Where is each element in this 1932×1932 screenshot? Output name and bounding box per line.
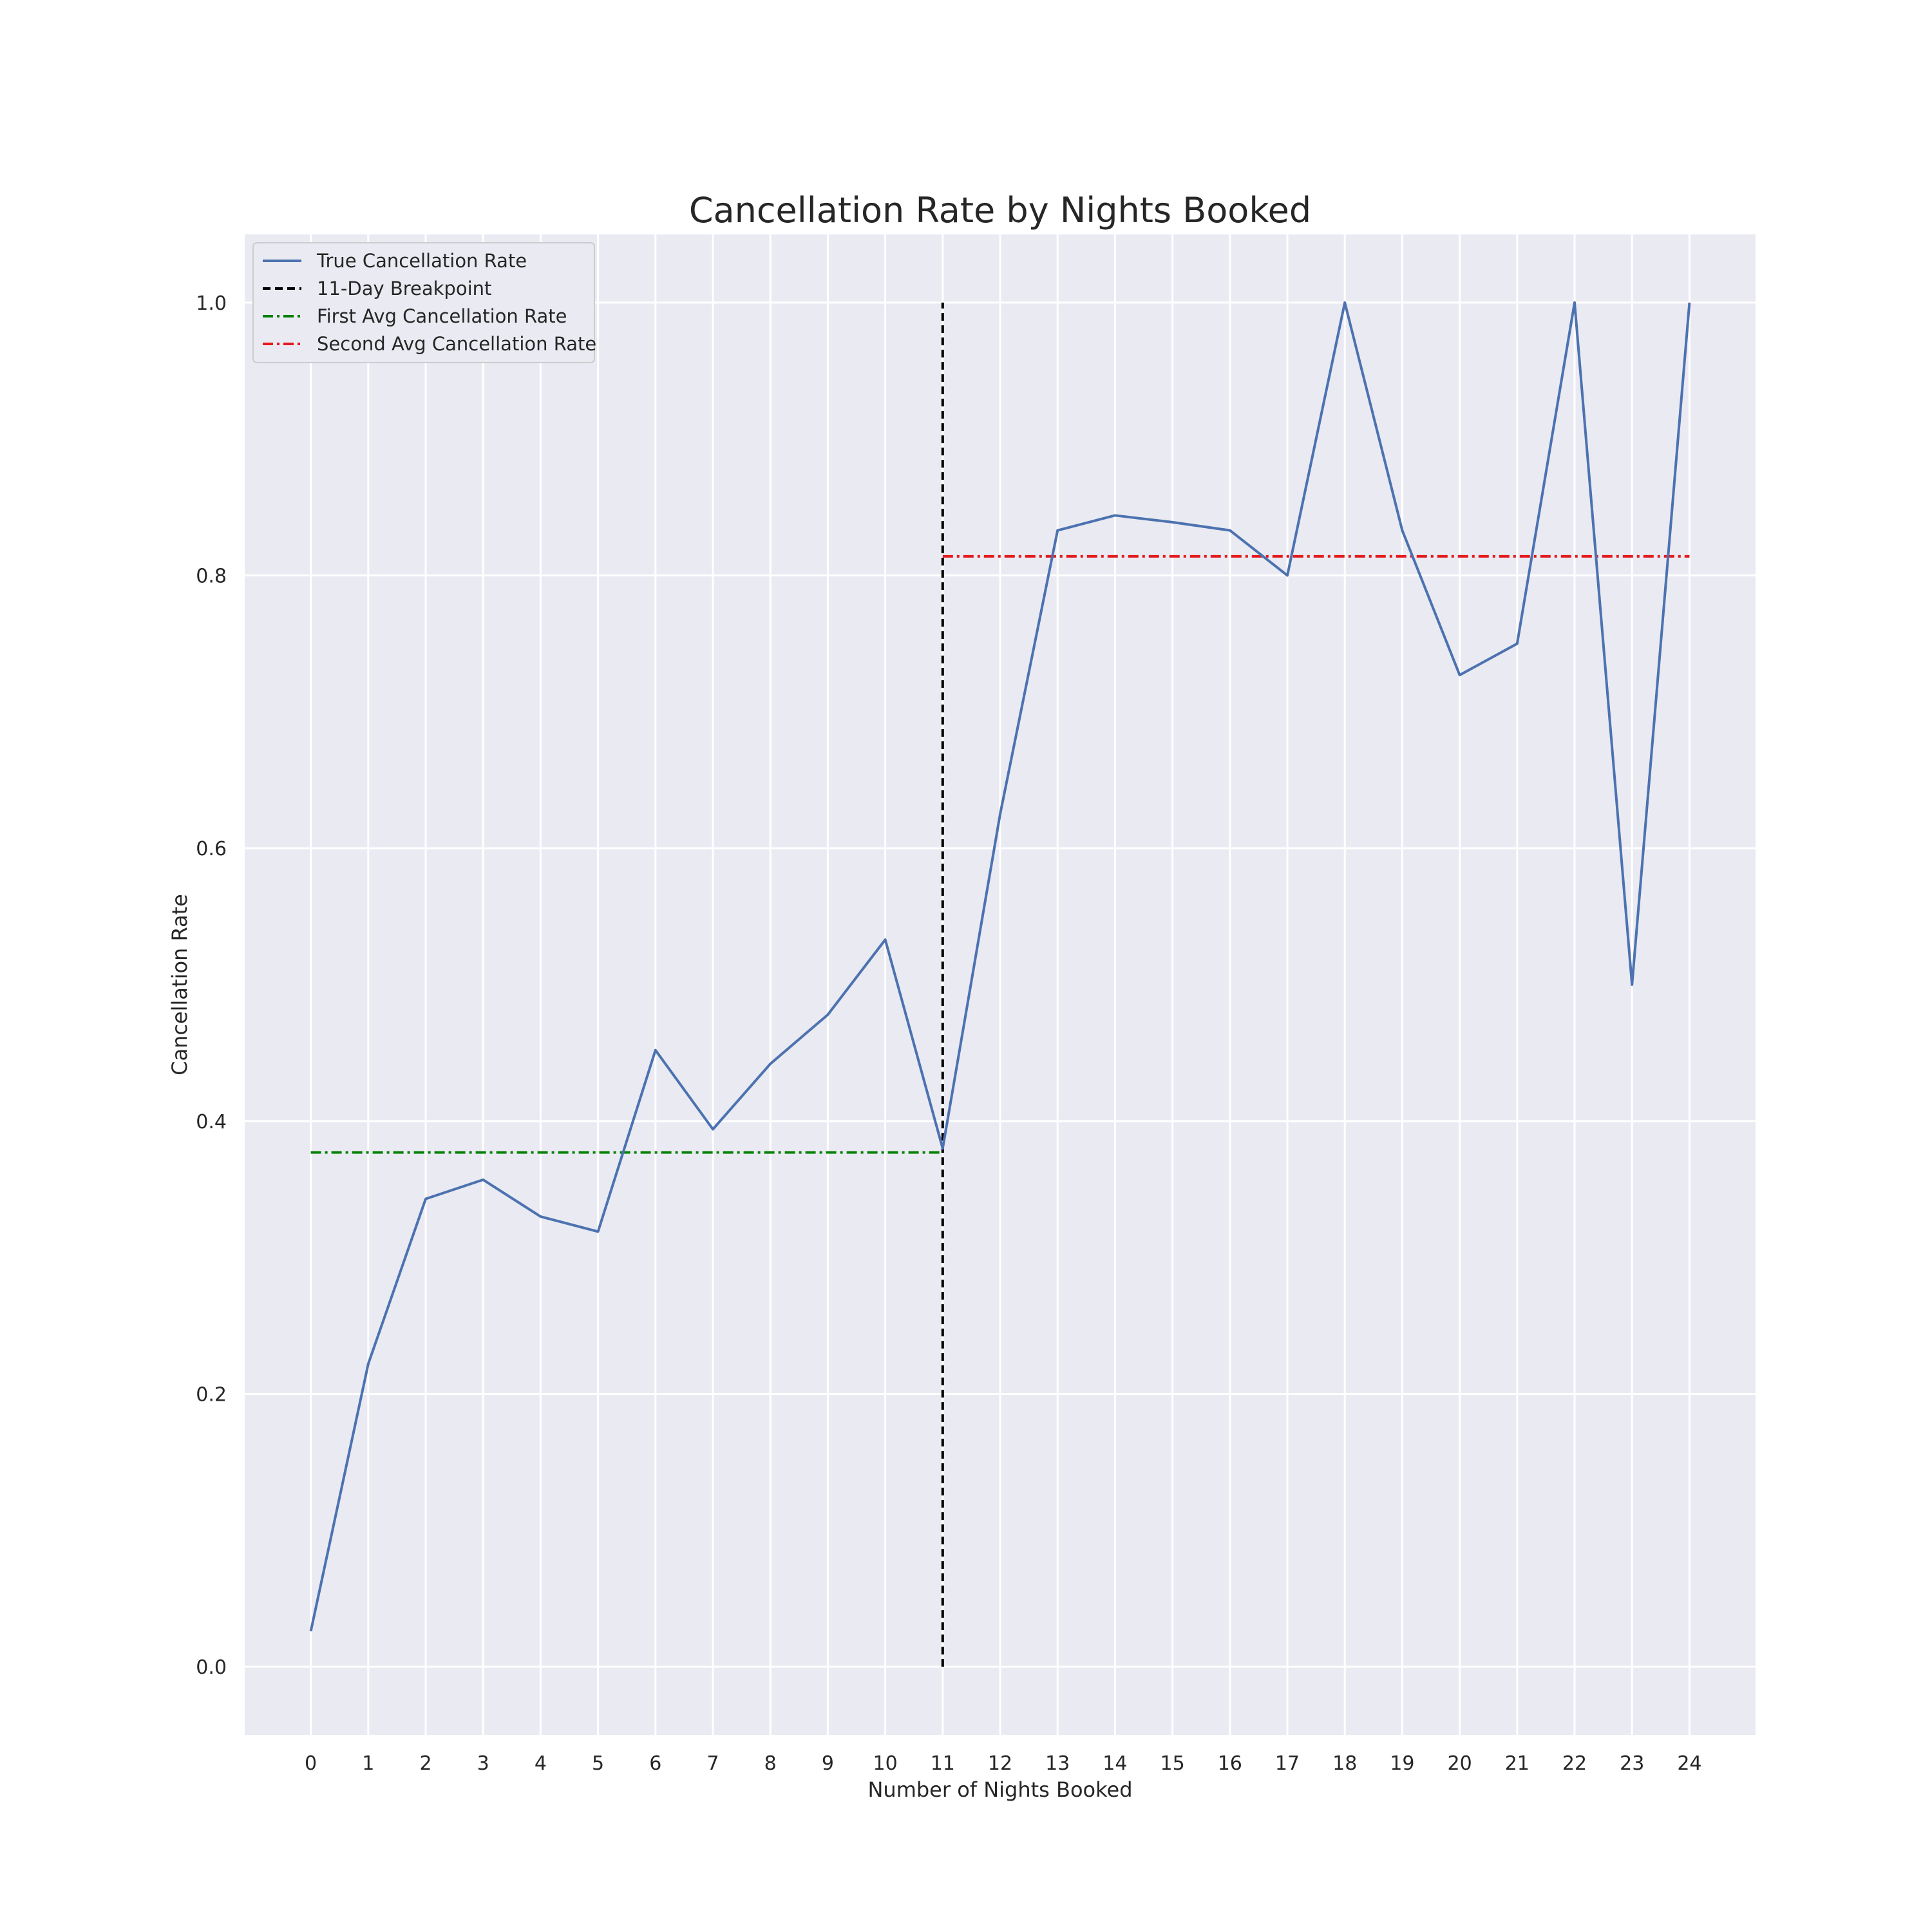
legend-label: Second Avg Cancellation Rate bbox=[317, 333, 596, 355]
y-tick-label: 1.0 bbox=[196, 292, 227, 315]
x-tick-label: 18 bbox=[1332, 1752, 1357, 1775]
x-tick-label: 4 bbox=[535, 1752, 547, 1775]
x-tick-label: 19 bbox=[1390, 1752, 1414, 1775]
x-tick-label: 9 bbox=[822, 1752, 834, 1775]
x-tick-label: 1 bbox=[362, 1752, 374, 1775]
x-tick-label: 8 bbox=[764, 1752, 777, 1775]
legend-label: True Cancellation Rate bbox=[316, 250, 527, 272]
x-tick-label: 14 bbox=[1103, 1752, 1127, 1775]
y-tick-label: 0.2 bbox=[196, 1383, 227, 1406]
legend-box bbox=[252, 242, 595, 363]
x-tick-label: 12 bbox=[988, 1752, 1012, 1775]
x-tick-label: 10 bbox=[873, 1752, 898, 1775]
x-tick-label: 21 bbox=[1505, 1752, 1530, 1775]
x-tick-label: 20 bbox=[1448, 1752, 1472, 1775]
y-tick-label: 0.8 bbox=[196, 565, 227, 588]
x-tick-label: 23 bbox=[1620, 1752, 1644, 1775]
x-tick-label: 15 bbox=[1160, 1752, 1185, 1775]
x-axis-label: Number of Nights Booked bbox=[867, 1777, 1132, 1802]
x-tick-label: 16 bbox=[1218, 1752, 1242, 1775]
legend: True Cancellation Rate 11-Day Breakpoint F… bbox=[252, 242, 596, 363]
legend-label: First Avg Cancellation Rate bbox=[317, 305, 567, 327]
x-tick-label: 24 bbox=[1677, 1752, 1701, 1775]
x-tick-label: 17 bbox=[1275, 1752, 1300, 1775]
y-tick-label: 0.0 bbox=[196, 1656, 227, 1679]
y-tick-label: 0.6 bbox=[196, 838, 227, 860]
tick-labels: 0 1 2 3 4 5 6 7 8 9 10 11 12 13 14 15 16 17 18 19 20 21 22 23 24… bbox=[196, 292, 1701, 1775]
x-tick-label: 13 bbox=[1045, 1752, 1070, 1775]
x-tick-label: 3 bbox=[477, 1752, 489, 1775]
legend-label: 11-Day Breakpoint bbox=[317, 278, 491, 299]
grid bbox=[245, 234, 1756, 1735]
x-tick-label: 2 bbox=[419, 1752, 431, 1775]
y-tick-label: 0.4 bbox=[196, 1111, 227, 1133]
y-axis-label: Cancellation Rate bbox=[167, 894, 192, 1075]
series-layer bbox=[309, 301, 1691, 1667]
x-tick-label: 0 bbox=[305, 1752, 317, 1775]
x-tick-label: 6 bbox=[649, 1752, 661, 1775]
x-tick-label: 22 bbox=[1562, 1752, 1587, 1775]
x-tick-label: 5 bbox=[592, 1752, 604, 1775]
series-line-0 bbox=[309, 301, 1691, 1632]
x-tick-label: 11 bbox=[931, 1752, 955, 1775]
x-tick-label: 7 bbox=[706, 1752, 719, 1775]
chart-title: Cancellation Rate by Nights Booked bbox=[689, 190, 1311, 231]
